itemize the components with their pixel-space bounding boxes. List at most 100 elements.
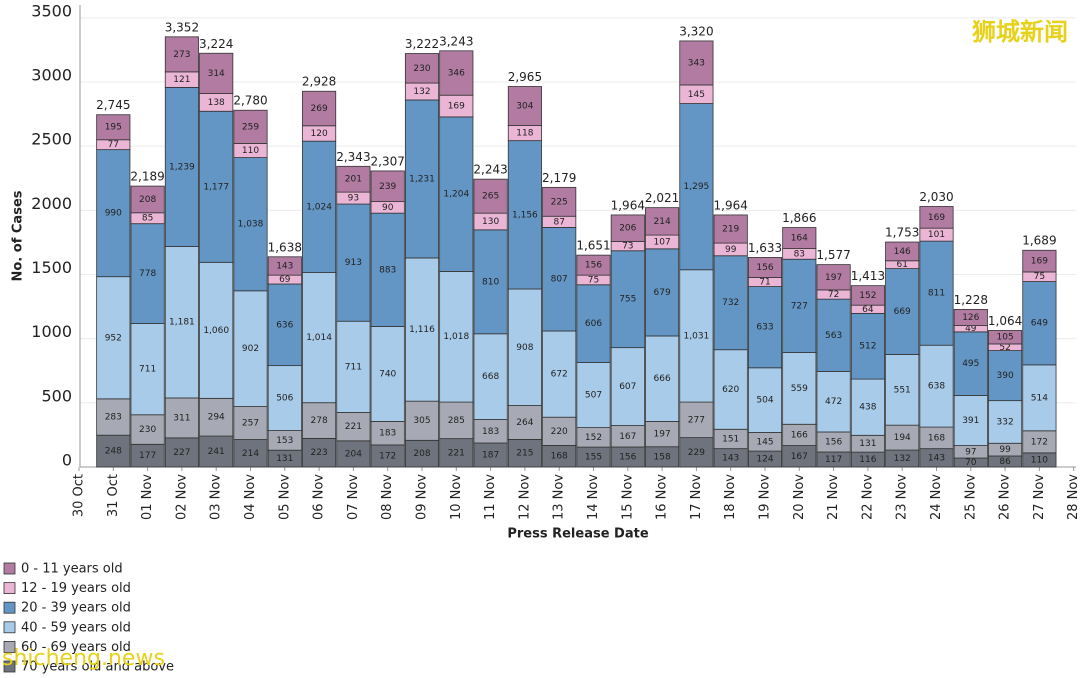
total-label: 2,307 [371, 154, 405, 168]
segment-label: 225 [551, 197, 568, 207]
segment-label: 514 [1031, 393, 1048, 403]
segment-label: 649 [1031, 319, 1048, 329]
segment-label: 177 [139, 451, 156, 461]
bar-segment [713, 214, 748, 244]
bar-segment [96, 149, 131, 278]
y-tick-label: 1000 [31, 322, 72, 341]
bar-segment [713, 349, 748, 430]
total-label: 2,780 [233, 94, 267, 108]
segment-label: 121 [173, 75, 190, 85]
total-label: 1,689 [1022, 234, 1056, 248]
bar-segment [747, 286, 783, 369]
segment-label: 201 [345, 175, 362, 185]
segment-label: 156 [825, 437, 842, 447]
bar-segment [267, 283, 302, 367]
bar-segment [816, 370, 851, 433]
segment-label: 208 [413, 449, 430, 459]
segment-label: 1,231 [409, 174, 435, 184]
bar-segment [404, 53, 440, 84]
segment-label: 75 [1034, 272, 1045, 282]
x-tick-label: 02 Nov [174, 474, 189, 520]
legend-swatch [3, 562, 16, 575]
y-tick-label: 1500 [31, 258, 72, 277]
total-label: 1,228 [954, 293, 988, 307]
total-label: 1,577 [816, 248, 850, 262]
bar-segment [885, 241, 920, 262]
total-label: 3,243 [439, 34, 473, 48]
bar-segment [370, 212, 405, 327]
total-label: 1,866 [782, 211, 816, 225]
bar-segment [404, 257, 440, 402]
segment-label: 223 [311, 448, 328, 458]
segment-label: 227 [173, 448, 190, 458]
legend-swatch [3, 641, 16, 653]
bar-segment [747, 257, 783, 278]
y-tick-label: 2500 [31, 130, 72, 149]
segment-label: 472 [825, 397, 842, 407]
segment-label: 167 [791, 452, 808, 462]
segment-label: 294 [208, 413, 225, 423]
bar-segment [439, 401, 474, 440]
legend-label: 60 - 69 years old [21, 640, 131, 655]
segment-label: 172 [1031, 437, 1048, 447]
bar-segment [233, 109, 268, 144]
segment-label: 239 [379, 182, 396, 192]
x-tick-label: 24 Nov [929, 474, 944, 520]
bar-segment [953, 394, 988, 446]
segment-label: 285 [448, 416, 465, 426]
total-label: 1,413 [851, 269, 885, 283]
bar-segment [473, 333, 508, 420]
segment-label: 118 [516, 129, 533, 139]
x-tick-label: 28 Nov [1066, 474, 1080, 520]
bar-segment [199, 52, 234, 94]
segment-label: 204 [345, 449, 362, 459]
bar-segment [473, 229, 508, 335]
x-tick-label: 10 Nov [449, 474, 464, 520]
x-tick-label: 01 Nov [140, 474, 155, 520]
segment-label: 606 [585, 319, 602, 329]
segment-label: 1,031 [684, 331, 710, 341]
bar-segment [542, 416, 577, 446]
total-label: 1,651 [576, 239, 610, 253]
segment-label: 438 [859, 403, 876, 413]
bar-segment [679, 103, 714, 271]
bar-segment [953, 309, 988, 326]
segment-label: 72 [828, 290, 839, 300]
bar-segment [679, 437, 714, 468]
x-tick-label: 09 Nov [415, 474, 430, 520]
segment-label: 61 [896, 260, 907, 270]
segment-label: 332 [997, 417, 1014, 427]
bar-segment [1022, 249, 1057, 273]
watermark: shicheng.news [2, 646, 165, 671]
bar-segment [233, 439, 268, 468]
segment-label: 169 [448, 102, 465, 112]
segment-label: 551 [894, 385, 911, 395]
segment-label: 167 [619, 432, 636, 442]
segment-label: 343 [688, 58, 705, 68]
segment-label: 264 [516, 418, 533, 428]
segment-label: 727 [791, 301, 808, 311]
bar-segment [302, 272, 337, 404]
segment-label: 164 [791, 234, 808, 244]
bar-segment [336, 412, 371, 442]
segment-label: 265 [482, 192, 499, 202]
total-label: 3,222 [405, 37, 439, 51]
x-tick-label: 13 Nov [552, 474, 567, 520]
total-label: 1,064 [988, 314, 1022, 328]
bar-segment [816, 264, 851, 291]
bar-segment [96, 114, 131, 141]
bar-segment [542, 227, 577, 332]
segment-label: 101 [928, 230, 945, 240]
segment-label: 105 [997, 333, 1014, 343]
x-tick-label: 08 Nov [380, 474, 395, 520]
bar-segment [988, 350, 1023, 402]
segment-label: 138 [208, 98, 225, 108]
bar-segment [336, 320, 371, 413]
segment-label: 755 [619, 295, 636, 305]
total-label: 3,224 [199, 37, 233, 51]
bar-segment [988, 400, 1023, 444]
segment-label: 183 [482, 427, 499, 437]
segment-label: 64 [862, 305, 874, 315]
bar-segment [96, 398, 131, 436]
segment-label: 214 [242, 449, 259, 459]
